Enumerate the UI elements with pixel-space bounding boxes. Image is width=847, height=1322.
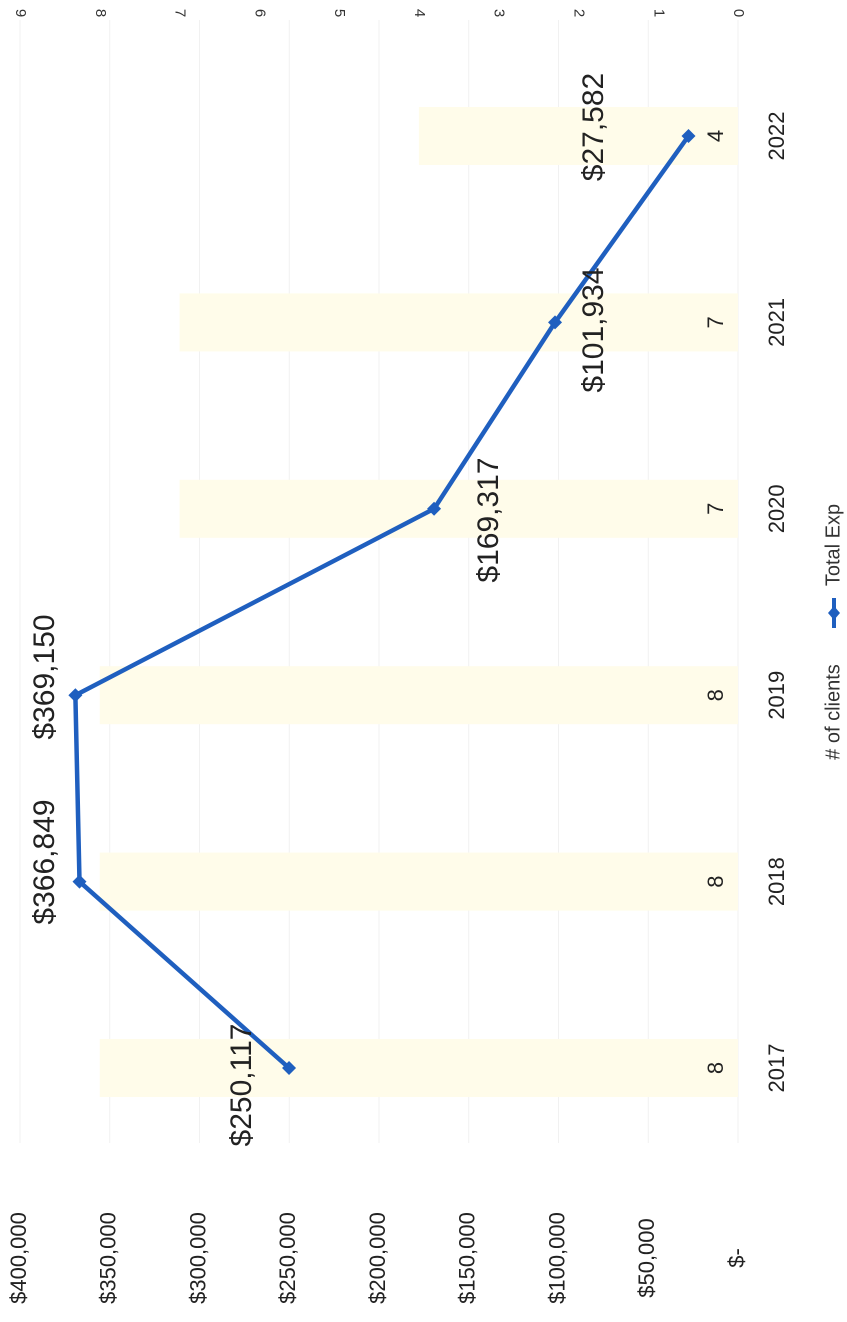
secondary-axis-ticks: 0 1 2 3 4 5 6 7 8 9: [12, 9, 747, 17]
legend-label-clients: # of clients: [822, 664, 844, 760]
primary-axis-tick-label: $100,000: [544, 1212, 569, 1304]
client-bar: [99, 1039, 739, 1097]
secondary-axis-tick-label: 1: [650, 9, 667, 17]
primary-axis-tick-label: $-: [724, 1248, 749, 1268]
secondary-axis-tick-label: 9: [12, 9, 29, 17]
total-exp-line: [68, 129, 696, 1075]
client-count-label: 8: [703, 689, 728, 701]
total-exp-polyline: [73, 133, 691, 1071]
client-bar: [99, 852, 739, 911]
category-axis-labels: 2017 2018 2019 2020 2021 2022: [764, 112, 789, 1093]
category-label: 2018: [764, 857, 789, 906]
total-exp-marker: [681, 129, 696, 143]
category-label: 2017: [764, 1044, 789, 1093]
total-exp-marker: [72, 874, 87, 889]
category-label: 2022: [764, 112, 789, 161]
secondary-axis-tick-label: 7: [172, 9, 189, 17]
secondary-axis-tick-label: 8: [92, 9, 109, 17]
secondary-axis-tick-label: 3: [491, 9, 508, 17]
category-label: 2020: [764, 484, 789, 533]
total-exp-data-label: $27,582: [577, 73, 610, 181]
total-exp-marker: [282, 1061, 297, 1075]
primary-axis-tick-label: $150,000: [455, 1212, 480, 1304]
primary-axis-tick-label: $350,000: [96, 1212, 121, 1304]
secondary-axis-tick-label: 5: [331, 9, 348, 17]
client-count-label: 7: [703, 316, 728, 328]
total-exp-marker: [427, 501, 442, 516]
total-exp-data-label: $169,317: [472, 457, 505, 582]
total-exp-data-label: $366,849: [28, 799, 61, 924]
secondary-axis-tick-label: 0: [730, 9, 747, 17]
legend-label-total-exp: Total Exp: [822, 504, 844, 586]
primary-axis-ticks: $- $50,000 $100,000 $150,000 $200,000 $250,00…: [6, 1212, 749, 1304]
secondary-axis-tick-label: 6: [251, 9, 268, 17]
total-exp-labels: $250,117 $366,849 $369,150 $169,317 $101,934…: [28, 73, 610, 1147]
legend-marker-swatch: [828, 606, 840, 620]
client-count-labels: 8 8 8 7 7 4: [703, 130, 728, 1074]
total-exp-marker: [68, 688, 83, 703]
client-bars: [99, 107, 739, 1097]
total-exp-data-label: $101,934: [577, 267, 610, 392]
client-count-label: 4: [703, 130, 728, 142]
client-bar: [179, 293, 739, 352]
category-label: 2021: [764, 298, 789, 347]
total-exp-data-label: $369,150: [28, 614, 61, 739]
primary-axis-tick-label: $250,000: [275, 1212, 300, 1304]
secondary-axis-tick-label: 4: [411, 9, 428, 17]
client-count-label: 7: [703, 503, 728, 515]
client-count-label: 8: [703, 1062, 728, 1074]
category-label: 2019: [764, 671, 789, 720]
primary-axis-tick-label: $50,000: [634, 1218, 659, 1298]
client-bar: [99, 666, 739, 725]
primary-axis-tick-label: $400,000: [6, 1212, 31, 1304]
secondary-axis-tick-label: 2: [570, 9, 587, 17]
total-exp-marker: [548, 315, 563, 330]
client-count-label: 8: [703, 875, 728, 887]
gridlines: [19, 20, 739, 1143]
legend: # of clients Total Exp: [822, 504, 844, 760]
primary-axis-tick-label: $300,000: [185, 1212, 210, 1304]
primary-axis-tick-label: $200,000: [365, 1212, 390, 1304]
total-exp-data-label: $250,117: [225, 1024, 258, 1147]
client-bar: [179, 479, 739, 538]
